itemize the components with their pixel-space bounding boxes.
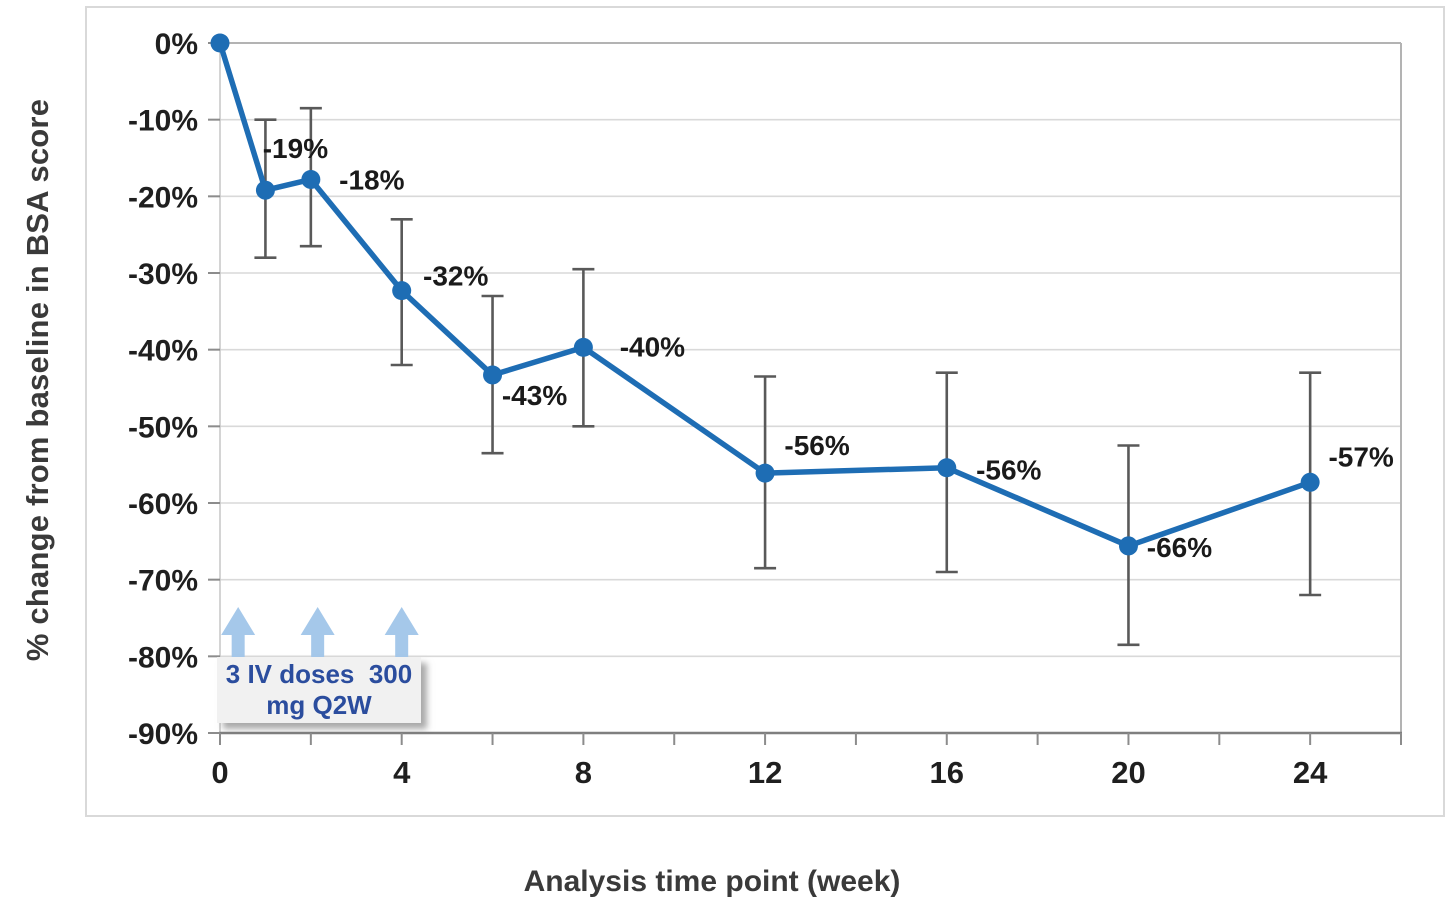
data-point-marker — [1300, 472, 1320, 492]
data-point-label: -43% — [502, 380, 567, 411]
x-tick-label: 0 — [211, 755, 228, 790]
data-point-label: -57% — [1328, 441, 1393, 472]
data-point-label: -56% — [976, 455, 1041, 486]
data-point-marker — [937, 458, 957, 478]
data-point-marker — [255, 180, 275, 200]
series-line — [217, 40, 1313, 549]
data-point-label: -19% — [263, 133, 328, 164]
data-point-marker — [301, 169, 321, 189]
data-point-label: -40% — [620, 331, 685, 362]
data-point-label: -18% — [339, 164, 404, 195]
dose-arrow-icon — [221, 607, 256, 658]
y-tick-label: -90% — [128, 718, 198, 751]
dose-arrow-icon — [300, 607, 335, 658]
x-tick-label: 12 — [748, 755, 782, 790]
x-tick-label: 4 — [393, 755, 411, 790]
dose-annotation-line1: 3 IV doses 300 — [225, 659, 413, 689]
x-tick-label: 8 — [575, 755, 592, 790]
data-point-marker — [210, 33, 230, 53]
data-point-label: -32% — [423, 261, 488, 292]
y-tick-label: 0% — [155, 28, 198, 61]
y-tick-label: -80% — [128, 641, 198, 674]
data-point-marker — [755, 463, 775, 483]
x-tick-label: 24 — [1293, 755, 1328, 790]
data-point-marker — [392, 281, 412, 301]
y-tick-label: -10% — [128, 105, 198, 138]
x-tick-label: 16 — [930, 755, 964, 790]
dose-annotation-line2: mg Q2W — [266, 690, 372, 720]
x-axis-title: Analysis time point (week) — [523, 865, 901, 898]
y-tick-label: -60% — [128, 488, 198, 521]
y-tick-label: -50% — [128, 411, 198, 444]
dose-arrow-icon — [384, 607, 419, 658]
data-point-label: -56% — [784, 430, 849, 461]
x-tick-label: 20 — [1111, 755, 1145, 790]
y-tick-label: -40% — [128, 335, 198, 368]
data-point-marker — [1118, 536, 1138, 556]
dose-annotation-box: 3 IV doses 300 mg Q2W — [217, 657, 421, 723]
data-point-marker — [573, 337, 593, 357]
y-tick-label: -20% — [128, 181, 198, 214]
data-point-marker — [483, 365, 503, 385]
y-tick-label: -30% — [128, 258, 198, 291]
y-tick-label: -70% — [128, 565, 198, 598]
data-point-label: -66% — [1147, 532, 1212, 563]
